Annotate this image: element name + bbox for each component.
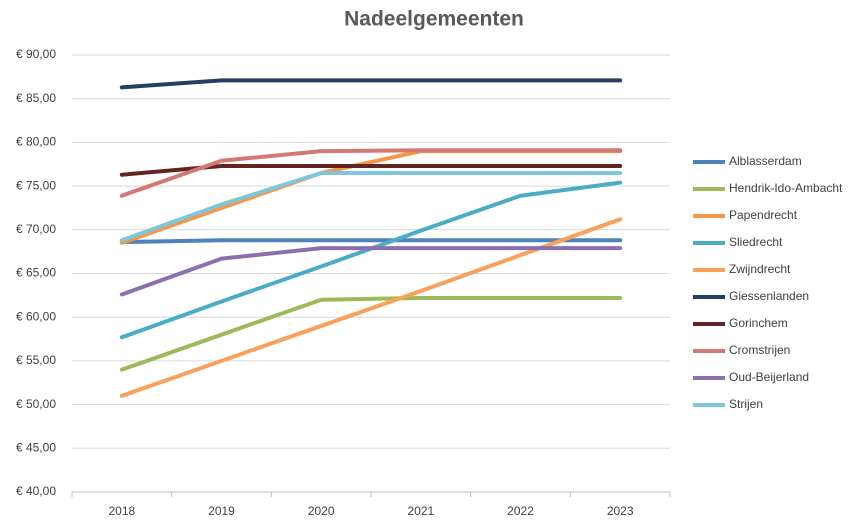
x-tick-label: 2022 bbox=[507, 504, 534, 518]
y-tick-label: € 60,00 bbox=[16, 309, 56, 323]
y-tick-label: € 90,00 bbox=[16, 47, 56, 61]
y-tick-label: € 55,00 bbox=[16, 353, 56, 367]
series-line bbox=[119, 217, 623, 398]
x-tick-label: 2018 bbox=[108, 504, 135, 518]
legend-label: Gorinchem bbox=[729, 316, 788, 330]
y-tick-label: € 80,00 bbox=[16, 135, 56, 149]
legend-label: Hendrik-Ido-Ambacht bbox=[729, 181, 843, 195]
legend-label: Zwijndrecht bbox=[729, 262, 791, 276]
series-line bbox=[119, 295, 623, 372]
legend-label: Oud-Beijerland bbox=[729, 370, 809, 384]
legend-label: Strijen bbox=[729, 397, 763, 411]
series-line bbox=[119, 148, 623, 198]
y-tick-label: € 65,00 bbox=[16, 266, 56, 280]
series-line bbox=[119, 246, 623, 297]
legend-label: Sliedrecht bbox=[729, 235, 783, 249]
y-tick-label: € 85,00 bbox=[16, 91, 56, 105]
y-tick-label: € 40,00 bbox=[16, 484, 56, 498]
legend-label: Cromstrijen bbox=[729, 343, 790, 357]
x-tick-label: 2020 bbox=[308, 504, 335, 518]
legend-label: Giessenlanden bbox=[729, 289, 809, 303]
series-line bbox=[119, 238, 623, 245]
legend-label: Alblasserdam bbox=[729, 154, 802, 168]
series-line bbox=[119, 170, 623, 243]
x-tick-label: 2019 bbox=[208, 504, 235, 518]
series-line bbox=[119, 78, 623, 90]
x-tick-label: 2021 bbox=[407, 504, 434, 518]
y-tick-label: € 70,00 bbox=[16, 222, 56, 236]
chart-title: Nadeelgemeenten bbox=[344, 8, 524, 31]
y-tick-label: € 50,00 bbox=[16, 397, 56, 411]
legend-label: Papendrecht bbox=[729, 208, 798, 222]
y-tick-label: € 45,00 bbox=[16, 440, 56, 454]
x-tick-label: 2023 bbox=[607, 504, 634, 518]
series-line bbox=[119, 180, 623, 340]
y-tick-label: € 75,00 bbox=[16, 178, 56, 192]
